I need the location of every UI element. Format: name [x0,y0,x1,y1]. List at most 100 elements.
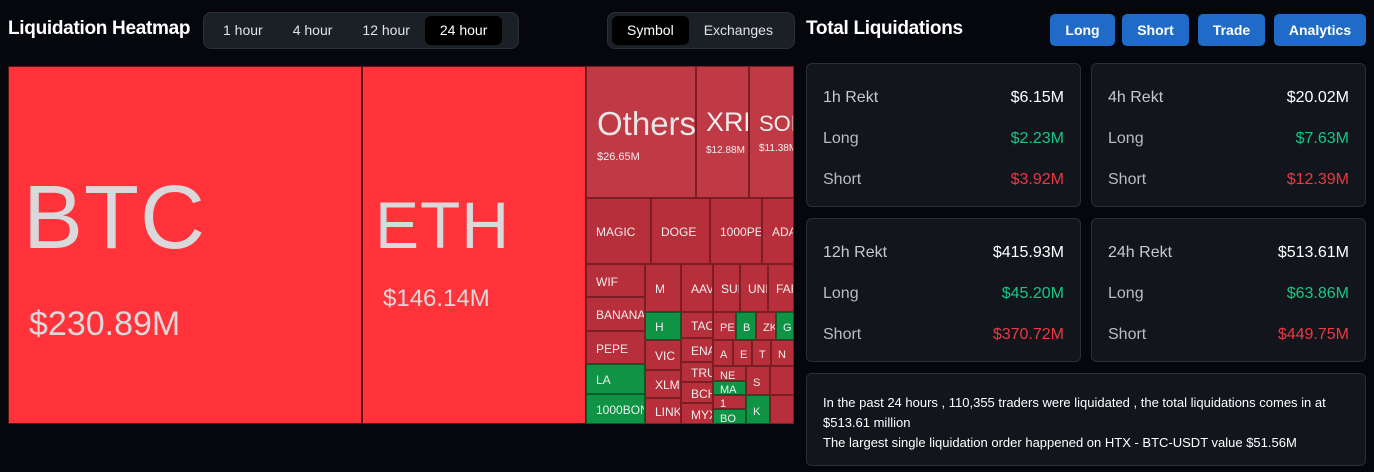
heatmap-cell-n[interactable]: N [771,340,794,366]
cell-symbol: BO [720,413,736,424]
cell-symbol: ENA [691,344,712,358]
cell-symbol: ZK [763,322,776,334]
card-long-row: Long $2.23M [823,130,1064,148]
long-button[interactable]: Long [1050,14,1115,46]
heatmap-cell-wif[interactable]: WIF [586,264,645,297]
cell-symbol: MA [720,384,737,395]
cell-value: $26.65M [597,151,640,163]
heatmap-cell-aave[interactable]: AAVE [681,264,713,312]
cell-symbol: 1000PEPE [720,225,762,239]
heatmap-cell-tao[interactable]: TAO [681,312,713,338]
heatmap-cell-uni[interactable]: UNI [740,264,768,312]
summary-line-1: In the past 24 hours , 110,355 traders w… [823,395,1326,430]
heatmap-cell-fart[interactable]: FART [768,264,794,312]
heatmap-cell-1000bonk[interactable]: 1000BONK [586,394,645,424]
heatmap-cell-g[interactable]: G [776,312,794,340]
card-total: $20.02M [1286,89,1349,106]
heatmap-cell-pe[interactable]: PE [713,312,736,340]
analytics-button[interactable]: Analytics [1274,14,1366,46]
cell-symbol: K [753,406,761,418]
card-header: 4h Rekt $20.02M [1108,89,1349,107]
heatmap-cell-eth[interactable]: ETH $146.14M [362,66,586,424]
long-value: $45.20M [1001,285,1064,302]
cell-symbol: 1 [720,398,727,409]
short-label: Short [1108,326,1147,343]
heatmap-cell-trump[interactable]: TRUMP [681,362,713,382]
heatmap-cell-btc[interactable]: BTC $230.89M [8,66,362,424]
long-label: Long [1108,130,1144,147]
heatmap-cell-xlm[interactable]: XLM [645,370,681,398]
card-total: $415.93M [992,244,1064,261]
heatmap-cell-b[interactable]: B [736,312,756,340]
cell-symbol: MAGIC [596,225,636,239]
cell-symbol: SUI [721,282,740,296]
heatmap-cell-small-2[interactable] [770,395,794,424]
heatmap-cell-1000pepe[interactable]: 1000PEPE [710,198,762,264]
heatmap-cell-e[interactable]: E [733,340,752,366]
cell-symbol: UNI [748,282,768,296]
tab-symbol[interactable]: Symbol [612,16,689,45]
heatmap-cell-k[interactable]: K [746,395,770,424]
tab-24-hour[interactable]: 24 hour [424,16,503,45]
heatmap-cell-s[interactable]: S [746,366,770,395]
short-button[interactable]: Short [1122,14,1189,46]
cell-symbol: S [753,377,761,389]
cell-symbol: NE [720,370,736,381]
cell-value: $146.14M [383,285,490,312]
card-title: 12h Rekt [823,244,888,261]
heatmap-cell-xrp[interactable]: XRP $12.88M [696,66,749,198]
heatmap-cell-a[interactable]: A [713,340,733,366]
heatmap-cell-others[interactable]: Others $26.65M [586,66,696,198]
tab-4-hour[interactable]: 4 hour [292,22,333,38]
cell-symbol: ETH [375,188,510,262]
heatmap-cell-1[interactable]: 1 [713,395,746,409]
trade-button[interactable]: Trade [1198,14,1265,46]
heatmap-cell-bch[interactable]: BCH [681,382,713,403]
cell-symbol: AAVE [691,282,712,296]
cell-symbol: A [720,349,728,361]
heatmap-cell-sol[interactable]: SOL $11.38M [749,66,794,198]
card-1h-rekt: 1h Rekt $6.15M Long $2.23M Short $3.92M [806,63,1081,207]
heatmap-cell-t[interactable]: T [752,340,771,366]
card-short-row: Short $370.72M [823,326,1064,344]
heatmap-cell-ada[interactable]: ADA [762,198,794,264]
heatmap-cell-small-1[interactable] [770,366,794,395]
heatmap-cell-la[interactable]: LA [586,364,645,394]
heatmap-cell-sui[interactable]: SUI [713,264,740,312]
heatmap-cell-myx[interactable]: MYX [681,403,713,424]
view-tabs: Symbol Exchanges [607,12,795,49]
heatmap-cell-doge[interactable]: DOGE [651,198,710,264]
cell-symbol: BCH [691,387,712,401]
heatmap-cell-banana[interactable]: BANANA [586,297,645,331]
cell-symbol: M [655,282,665,296]
card-header: 12h Rekt $415.93M [823,244,1064,262]
tab-1-hour[interactable]: 1 hour [223,22,263,38]
heatmap-cell-ma[interactable]: MA [713,381,746,395]
cell-symbol: LA [596,373,611,387]
heatmap-cell-ena[interactable]: ENA [681,338,713,362]
cell-symbol: TAO [691,319,713,333]
card-short-row: Short $3.92M [823,171,1064,189]
long-label: Long [823,285,859,302]
cell-symbol: XLM [655,378,680,392]
cell-symbol: B [743,322,751,334]
tab-exchanges[interactable]: Exchanges [703,22,773,38]
heatmap-cell-h[interactable]: H [645,312,681,340]
heatmap-cell-magic[interactable]: MAGIC [586,198,651,264]
cell-symbol: Others [597,105,696,142]
heatmap-cell-zk[interactable]: ZK [756,312,776,340]
heatmap-cell-vic[interactable]: VIC [645,340,681,370]
heatmap-cell-m[interactable]: M [645,264,681,312]
cell-value: $12.88M [706,145,745,156]
heatmap-cell-pepe[interactable]: PEPE [586,331,645,364]
heatmap-cell-bo[interactable]: BO [713,409,746,424]
tab-12-hour[interactable]: 12 hour [362,22,410,38]
card-long-row: Long $45.20M [823,285,1064,303]
card-header: 24h Rekt $513.61M [1108,244,1349,262]
cell-value: $11.38M [759,143,794,154]
cell-symbol: E [740,349,748,361]
cell-symbol: WIF [596,275,618,289]
cell-symbol: 1000BONK [596,403,644,417]
heatmap-cell-link[interactable]: LINK [645,398,681,424]
heatmap-cell-ne[interactable]: NE [713,366,746,381]
